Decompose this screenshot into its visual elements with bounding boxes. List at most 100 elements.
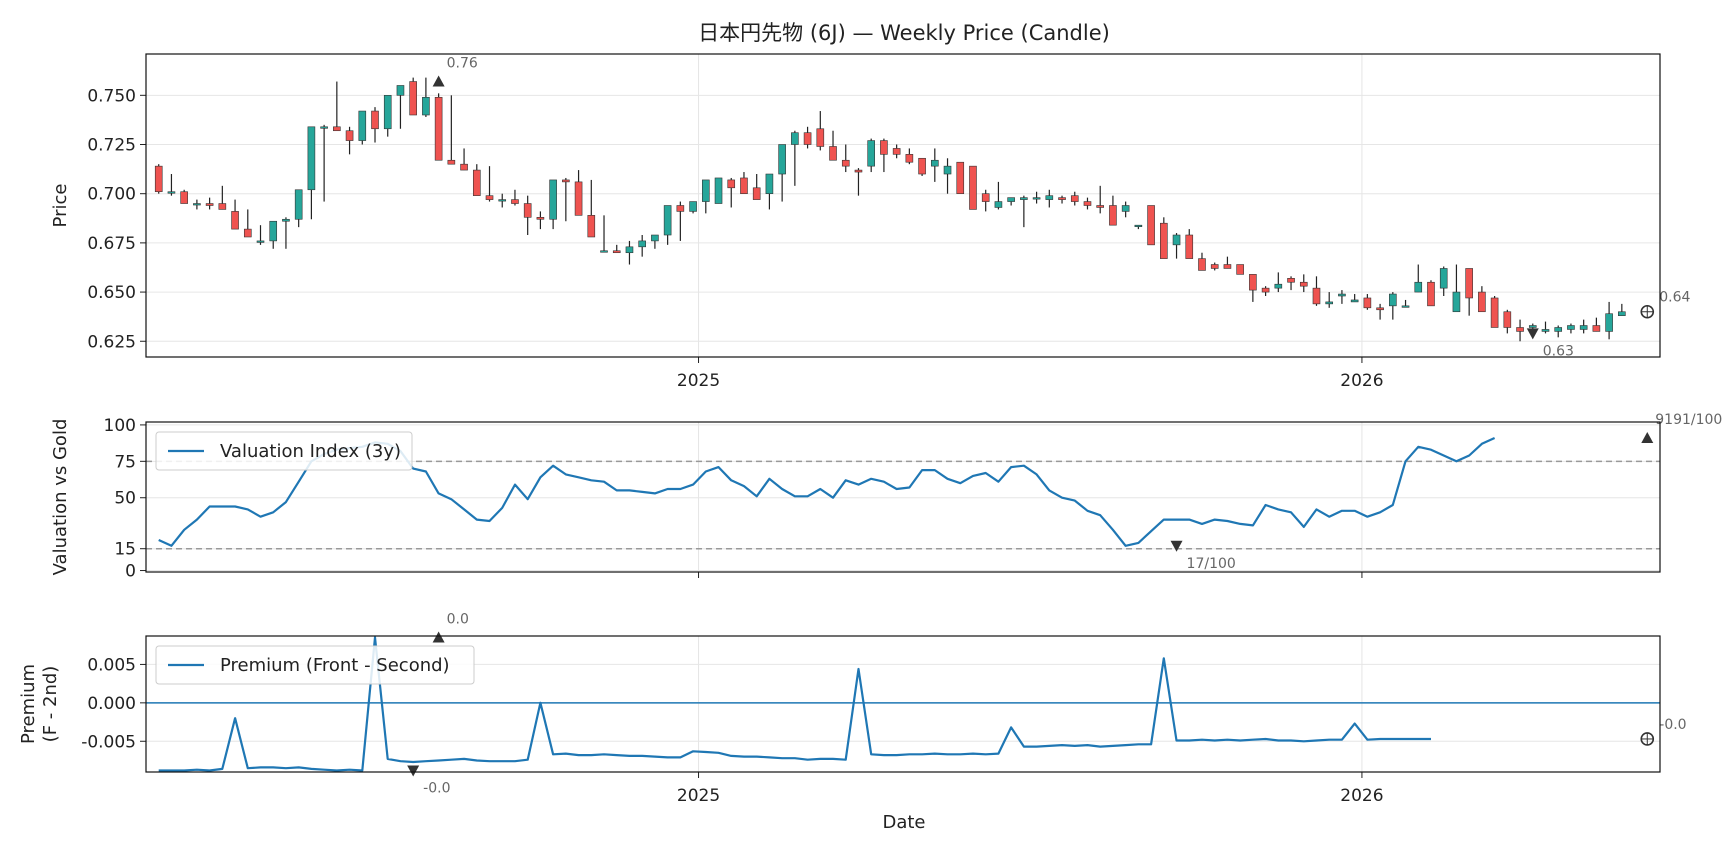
candle-body bbox=[1210, 264, 1219, 269]
candle-body bbox=[1083, 201, 1092, 206]
candle-body bbox=[714, 177, 723, 204]
candle-body bbox=[1439, 268, 1448, 289]
candle-body bbox=[600, 250, 608, 253]
annotation-marker-up bbox=[1641, 432, 1654, 444]
candle-body bbox=[1414, 281, 1423, 293]
x-tick-label: 2026 bbox=[1340, 786, 1383, 806]
premium-panel: -0.005 0.000 0.005 2025 2026 Premium(F - 2nd)… bbox=[18, 612, 1687, 806]
y-tick-label: 0.750 bbox=[87, 86, 136, 106]
y-axis-label-line: Price bbox=[50, 184, 71, 228]
candle-body bbox=[1516, 327, 1524, 332]
y-axis-label: Price bbox=[50, 184, 71, 228]
candle-body bbox=[1376, 307, 1384, 311]
candle-body bbox=[943, 165, 952, 175]
candle-body bbox=[1007, 197, 1015, 202]
candle-body bbox=[1299, 281, 1308, 287]
candle-body bbox=[1312, 287, 1321, 305]
candle-body bbox=[1554, 327, 1563, 332]
legend-box bbox=[155, 431, 413, 471]
candle-body bbox=[536, 217, 545, 220]
y-axis-label: Premium(F - 2nd) bbox=[18, 664, 61, 744]
candle-body bbox=[1198, 258, 1206, 271]
candle-body bbox=[434, 96, 443, 161]
candle-body bbox=[345, 130, 354, 141]
candle-body bbox=[969, 165, 977, 210]
annotation-label: 0.63 bbox=[1543, 343, 1574, 359]
candle-body bbox=[447, 159, 456, 165]
candle-body bbox=[294, 189, 303, 220]
candle-body bbox=[371, 110, 379, 130]
annotation-marker-down bbox=[1526, 328, 1539, 340]
candle-body bbox=[981, 193, 990, 202]
candle-body bbox=[1592, 325, 1601, 332]
candle-body bbox=[218, 203, 227, 210]
annotation-label: -0.0 bbox=[423, 780, 450, 796]
candle-body bbox=[333, 126, 341, 132]
candle-body bbox=[778, 144, 786, 175]
candle-body bbox=[587, 215, 596, 238]
candle-body bbox=[307, 126, 316, 191]
candle-body bbox=[765, 173, 774, 194]
legend: Premium (Front - Second) bbox=[155, 645, 475, 685]
candle-body bbox=[256, 240, 265, 243]
candle-body bbox=[205, 203, 214, 206]
annotation-label: 0.0 bbox=[447, 612, 469, 628]
annotation-marker-down bbox=[1170, 540, 1183, 552]
candle-body bbox=[1058, 197, 1066, 200]
candle-body bbox=[180, 191, 188, 204]
candle-body bbox=[1427, 281, 1435, 307]
candle-body bbox=[523, 203, 532, 218]
candle-body bbox=[1160, 222, 1168, 259]
legend-entry: Premium (Front - Second) bbox=[220, 655, 450, 676]
candle-body bbox=[1045, 195, 1054, 200]
annotation-label: 9191/100 bbox=[1655, 412, 1722, 428]
annotation-marker-up bbox=[432, 75, 445, 87]
candle-body bbox=[994, 201, 1003, 208]
candle-body bbox=[727, 179, 736, 189]
candle-body bbox=[1109, 205, 1117, 226]
candle-body bbox=[638, 240, 646, 248]
candle-body bbox=[193, 203, 201, 206]
candle-body bbox=[1478, 291, 1486, 313]
candle-body bbox=[1325, 301, 1334, 305]
candle-body bbox=[409, 81, 417, 116]
x-tick-label: 2025 bbox=[677, 786, 720, 806]
candle-body bbox=[867, 140, 875, 167]
candle-body bbox=[1452, 291, 1461, 313]
y-tick-label: 50 bbox=[114, 489, 136, 509]
candle-body bbox=[1261, 287, 1270, 293]
valuation-panel: 015 50 75 100 Valuation vs Gold Valuation Ind… bbox=[50, 412, 1722, 582]
candle-body bbox=[562, 179, 570, 183]
chart-title: 日本円先物 (6J) — Weekly Price (Candle) bbox=[698, 21, 1110, 45]
price-panel: 0.625 0.650 0.675 0.700 0.725 0.750 2025 2026 Pr… bbox=[50, 53, 1691, 391]
y-tick-label: 0.625 bbox=[87, 332, 136, 352]
y-tick-label: 15 bbox=[114, 540, 136, 560]
candle-body bbox=[956, 161, 965, 194]
candle-body bbox=[612, 250, 621, 254]
x-tick-label: 2026 bbox=[1340, 371, 1383, 391]
candle-body bbox=[231, 211, 239, 230]
y-tick-label: 0.725 bbox=[87, 136, 136, 156]
candle-body bbox=[1503, 311, 1512, 328]
candle-body bbox=[549, 179, 557, 220]
candle-body bbox=[472, 169, 481, 196]
annotation-marker-down bbox=[407, 765, 420, 777]
candle-body bbox=[1121, 205, 1130, 212]
y-tick-label: 0.005 bbox=[87, 655, 136, 675]
candle-body bbox=[841, 159, 850, 167]
candle-body bbox=[1134, 224, 1143, 227]
candle-body bbox=[689, 201, 697, 212]
annotation-label: 0.64 bbox=[1659, 290, 1690, 306]
y-tick-label: 0.650 bbox=[87, 283, 136, 303]
candle-body bbox=[880, 140, 888, 155]
axes-frame bbox=[145, 53, 1661, 358]
y-tick-label: 0.675 bbox=[87, 234, 136, 254]
candle-body bbox=[167, 191, 176, 194]
candle-body bbox=[892, 148, 901, 155]
y-tick-label: 0 bbox=[125, 562, 136, 582]
candle-body bbox=[1401, 305, 1410, 308]
candle-body bbox=[740, 177, 748, 194]
candle-body bbox=[282, 218, 290, 222]
y-axis-label-line: (F - 2nd) bbox=[40, 666, 61, 743]
candle-body bbox=[460, 163, 468, 171]
